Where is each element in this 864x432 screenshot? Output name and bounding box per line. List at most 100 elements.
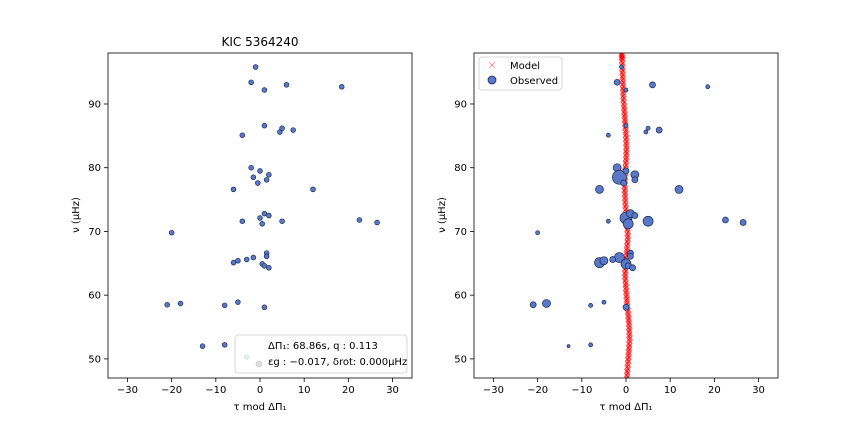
observed-point xyxy=(613,78,621,86)
model-point xyxy=(620,53,625,56)
observed-point xyxy=(739,219,747,226)
observed-point xyxy=(164,301,170,308)
observed-point xyxy=(266,265,272,271)
observed-point xyxy=(266,171,272,178)
annotation-line-1: ΔΠ₁: 68.86s, q : 0.113 xyxy=(268,341,378,352)
model-point-stroke xyxy=(621,100,627,106)
y-tick-label: 90 xyxy=(454,99,467,110)
observed-point xyxy=(263,177,270,183)
observed-point xyxy=(627,252,634,260)
observed-point xyxy=(622,303,630,311)
observed-point xyxy=(235,299,241,305)
y-tick-label: 90 xyxy=(88,99,101,110)
y-tick-label: 70 xyxy=(454,227,467,238)
left-y-axis-label: ν (μHz) xyxy=(71,197,82,233)
legend-frame xyxy=(478,56,563,91)
model-point-stroke xyxy=(624,151,630,157)
left-x-axis-label: τ mod ΔΠ₁ xyxy=(234,402,287,413)
observed-point xyxy=(529,301,537,309)
legend-model-marker-icon xyxy=(488,61,496,69)
annotation-frame xyxy=(234,334,408,374)
model-point xyxy=(623,190,628,196)
observed-point xyxy=(239,218,246,224)
x-tick-label: −30 xyxy=(483,385,504,396)
observed-point xyxy=(649,81,656,89)
observed-point xyxy=(257,168,263,174)
model-point xyxy=(618,53,624,57)
observed-point xyxy=(283,82,290,88)
observed-point xyxy=(595,185,604,194)
observed-point xyxy=(250,254,257,261)
observed-point xyxy=(535,230,540,236)
model-point xyxy=(624,151,630,157)
observed-point xyxy=(619,64,624,70)
y-tick-label: 50 xyxy=(88,354,101,365)
observed-point xyxy=(243,256,250,263)
observed-point xyxy=(620,179,628,187)
observed-point xyxy=(290,127,296,133)
model-point-stroke xyxy=(620,86,625,92)
x-tick-label: −20 xyxy=(527,385,548,396)
model-point xyxy=(626,345,631,351)
observed-point xyxy=(310,186,316,193)
observed-point xyxy=(259,221,265,227)
annotation-box: ΔΠ₁: 68.86s, q : 0.113 εg : −0.017, δrot… xyxy=(234,334,408,374)
x-tick-label: 30 xyxy=(752,385,765,396)
x-tick-label: 30 xyxy=(386,385,399,396)
y-tick-label: 50 xyxy=(454,354,467,365)
model-point-stroke xyxy=(618,53,623,57)
observed-point xyxy=(631,176,639,184)
model-point-stroke xyxy=(620,54,626,60)
observed-point xyxy=(252,64,259,70)
model-point-stroke xyxy=(625,241,631,247)
observed-point xyxy=(279,125,285,131)
observed-point xyxy=(239,132,246,138)
observed-point xyxy=(705,84,711,90)
observed-point xyxy=(374,219,380,226)
observed-point xyxy=(263,253,270,260)
y-tick-label: 70 xyxy=(88,227,101,238)
x-tick-label: 20 xyxy=(708,385,721,396)
observed-point xyxy=(168,229,175,236)
observed-point xyxy=(257,215,263,221)
legend: Model Observed xyxy=(478,56,563,91)
x-tick-label: 0 xyxy=(257,385,263,396)
legend-model-label: Model xyxy=(510,61,540,72)
observed-point xyxy=(643,129,649,135)
x-tick-label: −10 xyxy=(571,385,592,396)
model-point-stroke xyxy=(621,84,627,90)
observed-point xyxy=(261,210,268,217)
right-y-axis-label: ν (μHz) xyxy=(437,197,448,233)
observed-point xyxy=(645,125,651,131)
observed-point xyxy=(266,212,272,219)
observed-point xyxy=(674,185,684,194)
observed-point xyxy=(642,215,654,227)
y-tick-label: 60 xyxy=(454,291,467,302)
observed-point xyxy=(629,264,636,272)
chart-title: KIC 5364240 xyxy=(221,35,298,49)
observed-point xyxy=(261,87,268,93)
model-point-stroke xyxy=(626,345,631,351)
observed-point xyxy=(623,87,629,93)
model-point xyxy=(625,241,631,247)
observed-point xyxy=(566,344,571,348)
observed-point xyxy=(609,256,617,263)
legend-observed-marker-icon xyxy=(487,75,497,85)
annotation-line-2: εg : −0.017, δrot: 0.000μHz xyxy=(268,357,407,368)
observed-point xyxy=(601,299,607,305)
right-panel: −30 −20 −10 0 10 20 30 50 60 70 80 90 τ mod ΔΠ₁ ν (… xyxy=(437,52,779,413)
observed-point xyxy=(177,300,184,307)
observed-point xyxy=(631,212,639,219)
model-point-stroke xyxy=(620,53,624,56)
left-plot-marks xyxy=(164,64,380,360)
observed-point xyxy=(722,216,729,224)
observed-point xyxy=(248,164,254,171)
observed-point xyxy=(655,126,663,134)
observed-point xyxy=(261,263,268,269)
x-tick-label: 10 xyxy=(664,385,677,396)
x-tick-label: −20 xyxy=(161,385,182,396)
observed-point xyxy=(230,259,237,266)
observed-point xyxy=(588,303,594,308)
model-point xyxy=(621,100,627,106)
right-axes-ticks: −30 −20 −10 0 10 20 30 50 60 70 80 90 xyxy=(454,99,765,396)
